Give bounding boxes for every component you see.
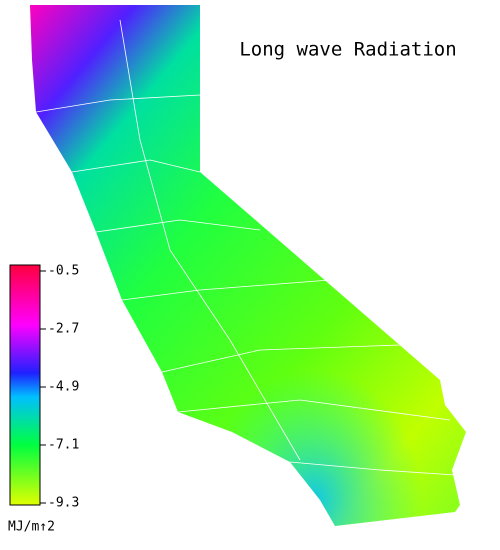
colorbar: [9, 264, 41, 506]
colorbar-tick-label: -2.7: [48, 322, 79, 337]
colorbar-unit: MJ/m↑2: [8, 520, 55, 535]
colorbar-tick-label: -9.3: [48, 496, 79, 511]
state-shape: [30, 5, 466, 526]
colorbar-tick-label: -0.5: [48, 264, 79, 279]
colorbar-tick-label: -4.9: [48, 380, 79, 395]
colorbar-tick-label: -7.1: [48, 438, 79, 453]
map-title: Long wave Radiation: [239, 39, 456, 61]
